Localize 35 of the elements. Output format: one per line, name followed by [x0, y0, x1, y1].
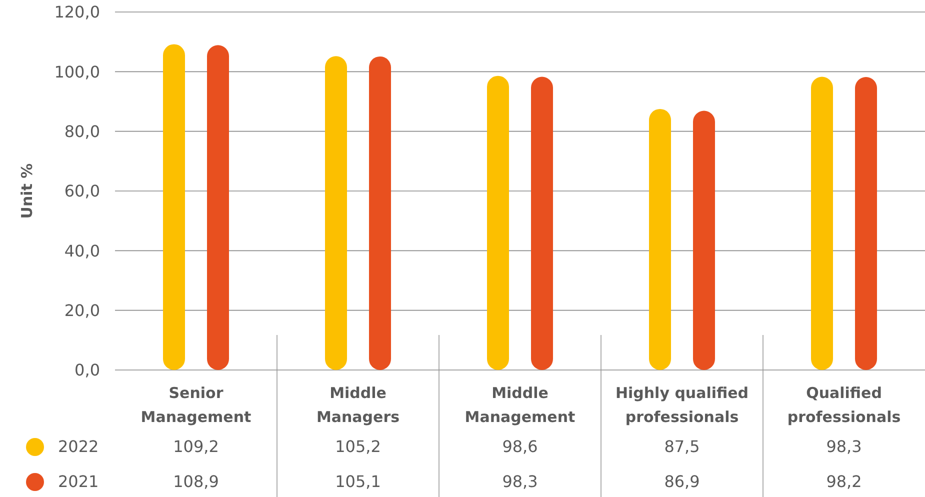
- x-tick-label: Senior Management: [140, 384, 252, 426]
- data-label: 105,1: [335, 472, 381, 491]
- bar: [855, 77, 877, 370]
- data-label: 105,2: [335, 437, 381, 456]
- data-label: 109,2: [173, 437, 219, 456]
- bar: [531, 76, 553, 370]
- y-axis-title: Unit %: [18, 163, 36, 219]
- y-tick-label: 100,0: [54, 62, 100, 82]
- data-label: 98,2: [826, 472, 862, 491]
- y-tick-label: 60,0: [64, 182, 100, 201]
- legend-label: 2021: [58, 472, 99, 491]
- data-label: 86,9: [664, 472, 700, 491]
- x-tick-label: Middle Managers: [316, 384, 400, 426]
- y-tick-label: 20,0: [64, 300, 100, 320]
- bar: [163, 44, 185, 370]
- y-tick-label: 120,0: [54, 2, 100, 22]
- data-label: 108,9: [173, 472, 219, 491]
- data-label: 98,6: [502, 437, 538, 456]
- data-label: 98,3: [502, 472, 538, 491]
- bar: [693, 110, 715, 370]
- bar: [649, 108, 671, 370]
- x-tick-label: Middle Management: [464, 384, 576, 426]
- bar: [369, 56, 391, 370]
- x-tick-label: Highly qualified professionals: [615, 384, 749, 426]
- x-tick-label: Qualified professionals: [787, 384, 901, 426]
- data-label: 98,3: [826, 437, 862, 456]
- y-tick-label: 0,0: [74, 360, 100, 380]
- data-label: 87,5: [664, 437, 700, 456]
- bar: [811, 76, 833, 370]
- legend-label: 2022: [58, 437, 99, 456]
- y-tick-label: 80,0: [64, 122, 100, 141]
- bar: [487, 76, 509, 370]
- bar: [207, 45, 229, 370]
- y-tick-label: 40,0: [64, 241, 100, 260]
- bar: [325, 56, 347, 370]
